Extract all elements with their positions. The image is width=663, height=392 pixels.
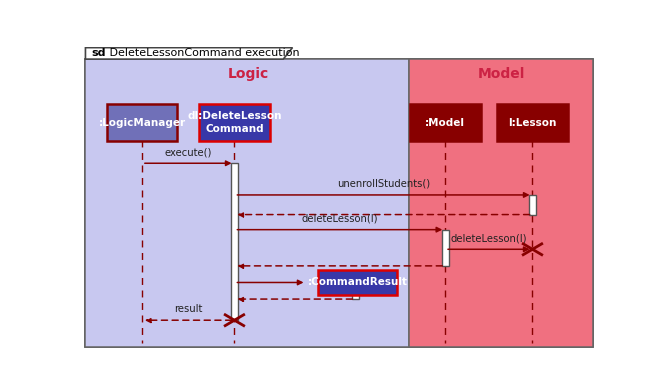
Text: execute(): execute()	[164, 147, 212, 157]
FancyBboxPatch shape	[497, 104, 568, 141]
Text: :LogicManager: :LogicManager	[98, 118, 186, 127]
FancyBboxPatch shape	[231, 163, 238, 320]
Text: unenrollStudents(): unenrollStudents()	[337, 179, 430, 189]
Text: l:Lesson: l:Lesson	[509, 118, 557, 127]
Text: DeleteLessonCommand execution: DeleteLessonCommand execution	[106, 48, 300, 58]
FancyBboxPatch shape	[529, 195, 536, 214]
FancyBboxPatch shape	[86, 59, 593, 347]
FancyBboxPatch shape	[351, 279, 359, 299]
Text: Model: Model	[477, 67, 525, 81]
FancyBboxPatch shape	[86, 59, 409, 347]
Text: result: result	[174, 304, 202, 314]
FancyBboxPatch shape	[410, 104, 481, 141]
Text: :Model: :Model	[425, 118, 465, 127]
Text: deleteLesson(l): deleteLesson(l)	[302, 214, 378, 223]
Polygon shape	[86, 48, 292, 59]
FancyBboxPatch shape	[107, 104, 178, 141]
FancyBboxPatch shape	[442, 230, 449, 266]
Text: Logic: Logic	[228, 67, 269, 81]
Text: dl:DeleteLesson
Command: dl:DeleteLesson Command	[187, 111, 282, 134]
Text: :CommandResult: :CommandResult	[308, 278, 408, 287]
FancyBboxPatch shape	[199, 104, 270, 141]
Text: deleteLesson(l): deleteLesson(l)	[451, 233, 527, 243]
Text: sd: sd	[91, 48, 106, 58]
FancyBboxPatch shape	[409, 59, 593, 347]
FancyBboxPatch shape	[318, 270, 397, 295]
